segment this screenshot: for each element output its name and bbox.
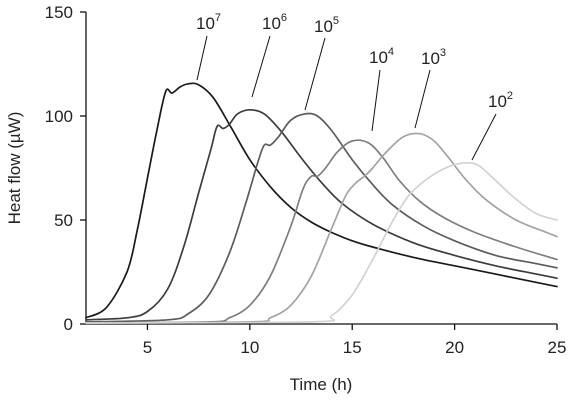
x-tick-label: 20 xyxy=(445,338,464,357)
series-line-10e2 xyxy=(85,161,558,324)
label-leader-line xyxy=(371,69,381,132)
series-label-10e5: 105 xyxy=(314,15,339,36)
axes xyxy=(85,12,557,325)
label-leader-line xyxy=(414,69,431,129)
x-tick-label: 5 xyxy=(143,338,152,357)
series-label-10e2: 102 xyxy=(488,90,513,111)
series-line-10e6 xyxy=(85,108,558,321)
y-tick-label: 150 xyxy=(45,3,73,22)
series-line-10e5 xyxy=(85,112,558,323)
series-lines xyxy=(85,82,558,324)
x-tick-label: 15 xyxy=(343,338,362,357)
x-tick-label: 10 xyxy=(240,338,259,357)
series-line-10e3 xyxy=(85,132,558,324)
series-label-10e4: 104 xyxy=(369,46,394,67)
x-tick-label: 25 xyxy=(548,338,567,357)
x-axis-title: Time (h) xyxy=(290,375,353,394)
label-leader-line xyxy=(304,37,326,111)
y-tick-label: 0 xyxy=(64,315,73,334)
label-leader-line xyxy=(251,35,271,98)
y-axis-title: Heat flow (µW) xyxy=(5,112,24,225)
series-label-10e3: 103 xyxy=(421,47,446,68)
y-tick-label: 50 xyxy=(54,211,73,230)
y-tick-label: 100 xyxy=(45,107,73,126)
label-leader-line xyxy=(196,35,208,81)
ticks: 5 10 15 20 25 0 50 100 150 xyxy=(45,3,567,357)
series-label-10e6: 106 xyxy=(262,12,287,33)
series-labels: 107 106 105 104 103 102 xyxy=(196,12,513,161)
series-line-10e4 xyxy=(85,139,558,324)
series-label-10e7: 107 xyxy=(196,12,221,33)
label-leader-line xyxy=(471,113,497,161)
